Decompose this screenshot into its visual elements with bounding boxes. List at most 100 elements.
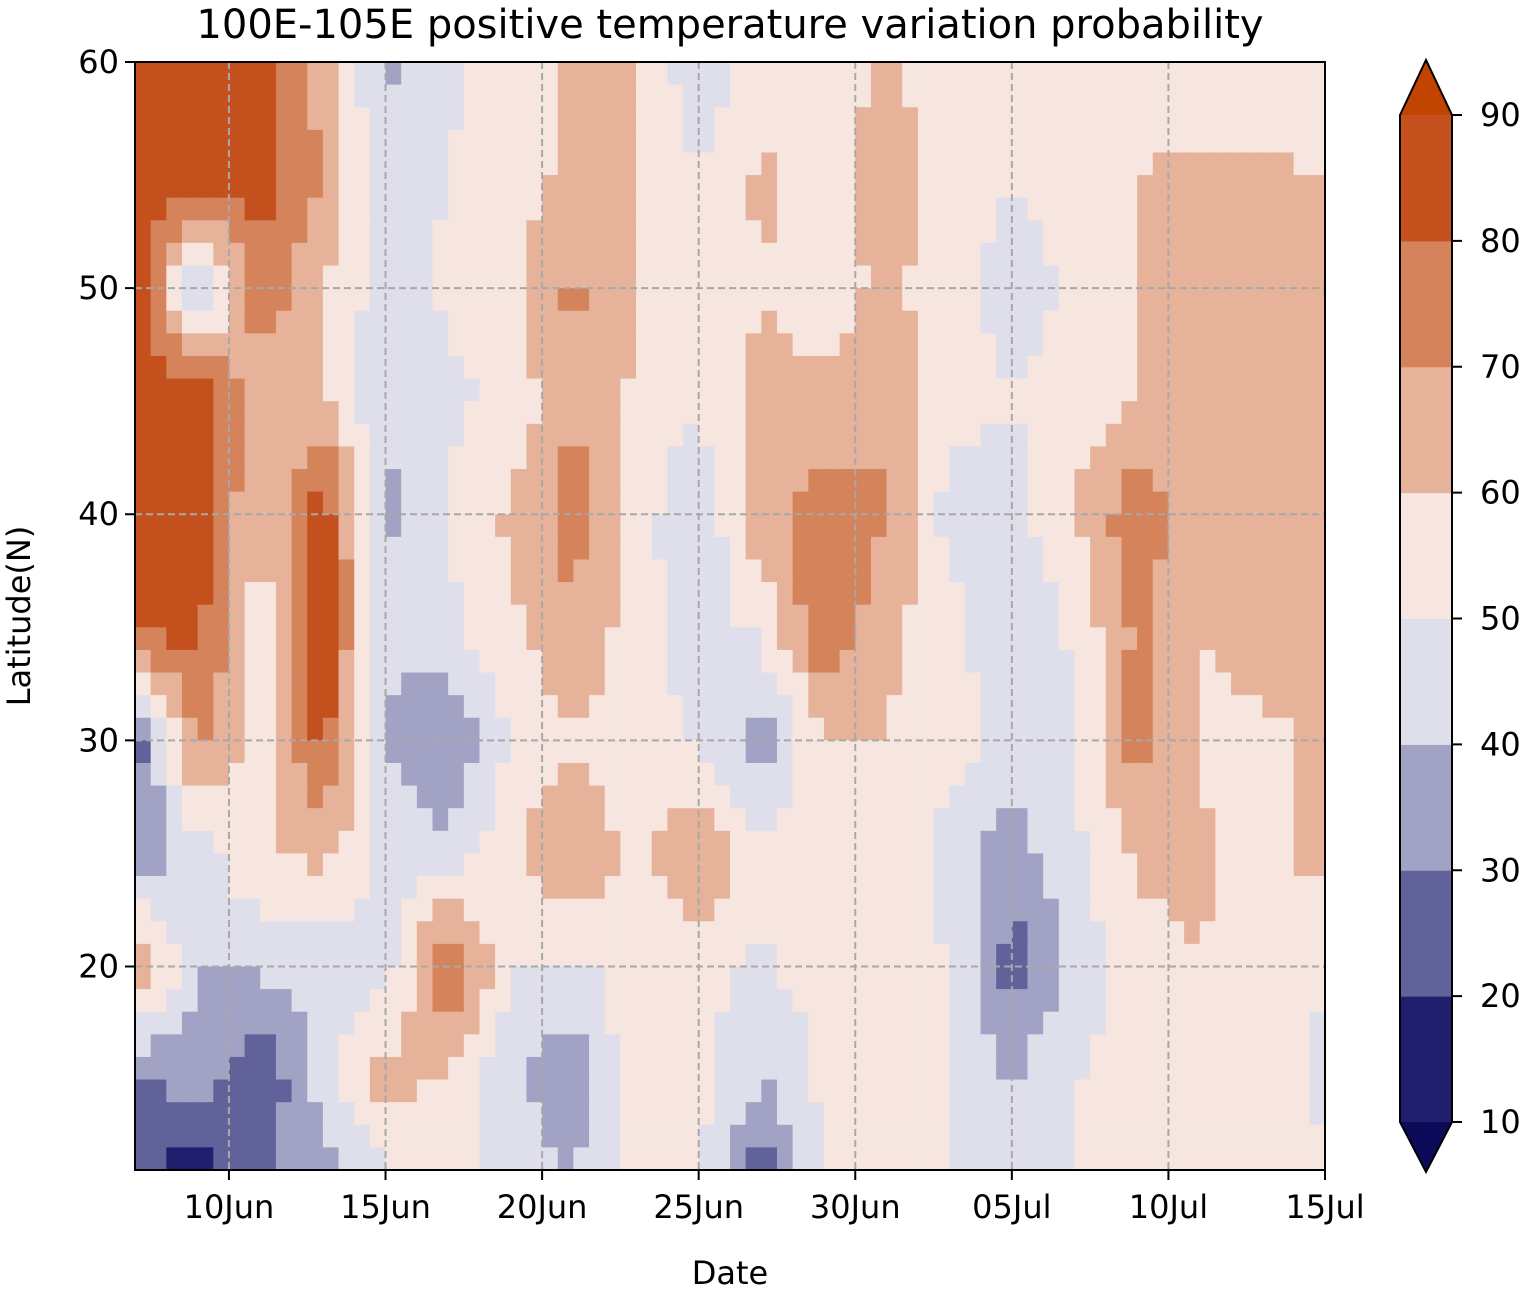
heatmap-cell [714,830,731,855]
heatmap-cell [808,966,825,990]
heatmap-cell [636,265,653,289]
heatmap-cell [902,220,919,244]
heatmap-cell [401,830,418,855]
heatmap-cell [808,672,825,696]
heatmap-cell [542,1034,559,1058]
heatmap-cell [1293,717,1310,741]
heatmap-cell [620,921,637,945]
heatmap-cell [776,830,794,855]
heatmap-cell [166,672,183,696]
heatmap-cell [354,876,371,900]
heatmap-cell [1027,672,1044,696]
heatmap-cell [902,536,919,561]
heatmap-cell [401,355,418,380]
heatmap-cell [448,62,465,86]
heatmap-cell [401,582,418,606]
heatmap-cell [667,898,684,922]
heatmap-cell [1011,808,1029,832]
heatmap-cell [776,1056,794,1081]
heatmap-cell [683,627,700,651]
heatmap-cell [338,469,355,493]
heatmap-cell [651,514,668,538]
heatmap-cell [620,627,637,651]
heatmap-cell [1011,469,1029,493]
heatmap-cell [698,921,715,945]
heatmap-cell [886,1011,903,1035]
heatmap-cell [150,355,167,380]
heatmap-cell [369,921,387,945]
heatmap-cell [150,604,167,628]
heatmap-cell [604,152,621,176]
heatmap-cell [870,921,888,945]
heatmap-cell [1121,355,1138,380]
heatmap-cell [589,649,606,674]
heatmap-cell [1090,265,1107,289]
heatmap-cell [698,152,715,176]
heatmap-cell [1121,1011,1138,1035]
heatmap-cell [683,649,700,674]
heatmap-cell [291,1034,308,1058]
heatmap-cell [557,107,575,131]
heatmap-cell [1231,84,1248,108]
heatmap-cell [291,989,308,1013]
heatmap-cell [1278,423,1295,448]
heatmap-cell [933,514,950,538]
heatmap-cell [1058,84,1076,108]
heatmap-cell [166,1056,183,1081]
heatmap-cell [1215,649,1232,674]
heatmap-cell [761,469,778,493]
heatmap-cell [1293,423,1310,448]
heatmap-cell [557,876,575,900]
heatmap-cell [416,446,434,470]
heatmap-cell [354,242,371,267]
heatmap-cell [667,762,684,787]
heatmap-cell [761,401,778,425]
heatmap-cell [902,1056,919,1081]
heatmap-cell [1043,876,1060,900]
heatmap-cell [181,265,199,289]
heatmap-cell [1137,627,1154,651]
heatmap-cell [589,491,606,515]
heatmap-cell [1011,514,1029,538]
heatmap-cell [275,898,293,922]
heatmap-cell [683,197,700,221]
heatmap-cell [1215,175,1232,199]
heatmap-cell [244,514,261,538]
heatmap-cell [1215,672,1232,696]
heatmap-cell [448,966,465,990]
heatmap-cell [213,966,230,990]
heatmap-cell [542,265,559,289]
heatmap-cell [730,853,747,877]
heatmap-cell [369,1056,387,1081]
heatmap-cell [1168,491,1185,515]
heatmap-cell [401,310,418,334]
heatmap-cell [463,378,481,402]
heatmap-cell [354,84,371,108]
heatmap-cell [933,333,950,357]
heatmap-cell [604,853,621,877]
heatmap-cell [1121,966,1138,990]
heatmap-cell [1043,1034,1060,1058]
heatmap-cell [933,288,950,312]
heatmap-cell [291,197,308,221]
heatmap-cell [479,1124,496,1148]
heatmap-cell [385,559,402,583]
heatmap-cell [1090,785,1107,809]
heatmap-cell [683,107,700,131]
heatmap-cell [949,808,966,832]
heatmap-cell [714,469,731,493]
heatmap-cell [870,1147,888,1170]
heatmap-cell [1231,1124,1248,1148]
heatmap-cell [150,469,167,493]
heatmap-cell [839,898,856,922]
heatmap-cell [1058,355,1076,380]
heatmap-cell [463,333,481,357]
heatmap-cell [745,672,762,696]
heatmap-cell [432,355,449,380]
heatmap-cell [964,808,982,832]
heatmap-cell [275,1124,293,1148]
heatmap-cell [1168,378,1185,402]
heatmap-cell [604,175,621,199]
heatmap-cell [244,378,261,402]
heatmap-cell [1199,355,1216,380]
